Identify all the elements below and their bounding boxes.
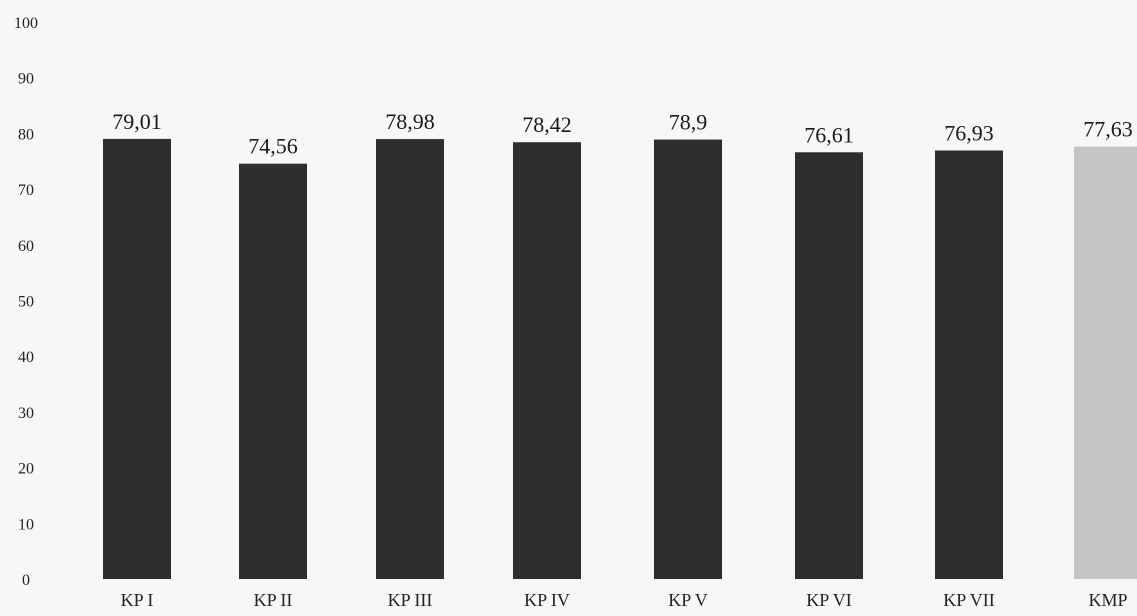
data-label: 76,93	[944, 120, 994, 145]
y-axis: 0 10 20 30 40 50 60 70 80 90 100	[14, 15, 38, 589]
y-tick-label: 60	[18, 238, 34, 255]
data-label: 74,56	[248, 134, 298, 159]
bar	[103, 138, 171, 579]
y-tick-label: 30	[18, 405, 34, 422]
y-tick-label: 50	[18, 294, 34, 311]
x-tick-label: KMP	[1088, 590, 1127, 610]
y-tick-label: 100	[14, 15, 38, 32]
bar	[239, 163, 307, 579]
x-tick-label: KP III	[388, 590, 433, 610]
y-tick-label: 80	[18, 126, 34, 143]
y-tick-label: 0	[22, 572, 30, 589]
x-tick-label: KP IV	[524, 590, 570, 610]
bar	[376, 139, 444, 579]
y-tick-label: 70	[18, 182, 34, 199]
x-tick-label: KP II	[254, 590, 293, 610]
x-tick-label: KP VI	[806, 590, 852, 610]
y-tick-label: 90	[18, 71, 34, 88]
data-label: 79,01	[112, 109, 162, 134]
x-axis: KP I KP II KP III KP IV KP V KP VI KP VII KMP	[121, 590, 1128, 610]
data-label: 78,42	[522, 112, 572, 137]
x-tick-label: KP I	[121, 590, 154, 610]
x-tick-label: KP VII	[943, 590, 995, 610]
y-tick-label: 20	[18, 461, 34, 478]
bar	[795, 152, 863, 580]
data-label: 78,98	[385, 109, 435, 134]
x-tick-label: KP V	[668, 590, 708, 610]
data-labels-group: 79,01 74,56 78,98 78,42 78,9 76,61 76,93 77,63	[112, 109, 1133, 159]
bar	[513, 142, 581, 579]
y-tick-label: 10	[18, 516, 34, 533]
bar	[935, 150, 1003, 580]
data-label: 78,9	[669, 110, 708, 135]
bars-group	[103, 138, 1137, 580]
bar	[654, 139, 722, 580]
data-label: 76,61	[804, 122, 854, 147]
bar	[1074, 146, 1137, 580]
data-label: 77,63	[1083, 117, 1133, 142]
y-tick-label: 40	[18, 349, 34, 366]
